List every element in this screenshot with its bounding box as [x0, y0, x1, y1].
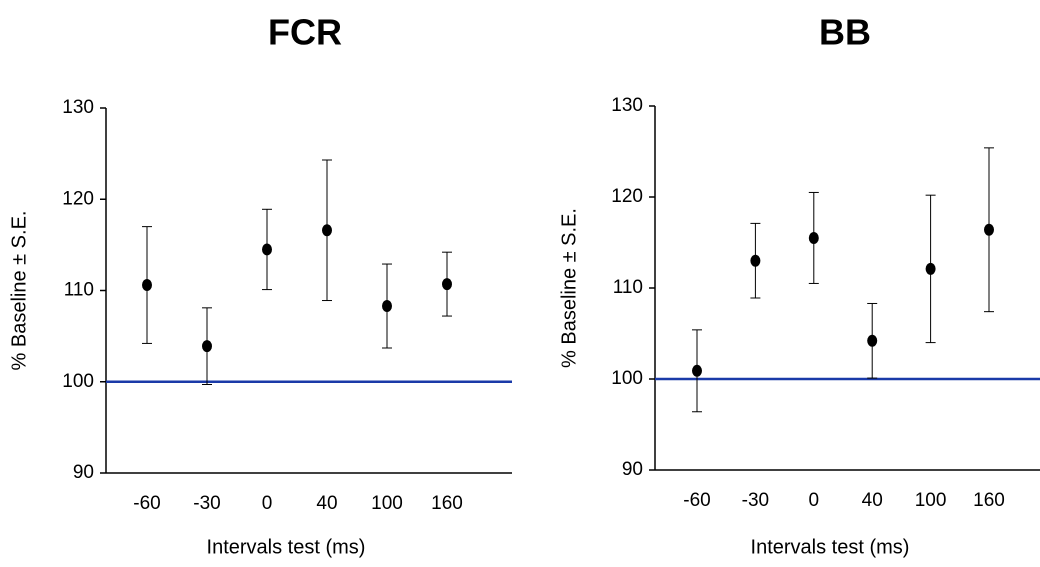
point [750, 254, 761, 267]
x-tick-label: 100 [915, 490, 947, 511]
x-tick-label: -30 [742, 490, 769, 511]
y-axis-label: % Baseline ± S.E. [8, 211, 30, 371]
y-tick-label: 90 [73, 462, 94, 483]
x-axis-label: Intervals test (ms) [207, 536, 366, 558]
chart-title: BB [819, 12, 871, 53]
x-tick-label: 0 [809, 490, 820, 511]
point [925, 262, 936, 275]
point [867, 334, 878, 347]
y-tick-label: 120 [611, 186, 643, 207]
point [202, 340, 212, 353]
y-tick-label: 100 [62, 371, 94, 392]
panel: FCR Intervals test (ms) % Baseline ± S.E. 9… [8, 12, 512, 558]
x-tick-label: 100 [371, 493, 403, 514]
panel: BB Intervals test (ms) % Baseline ± S.E. 90… [558, 12, 1040, 558]
x-tick-label: 160 [431, 493, 463, 514]
y-tick-label: 130 [62, 97, 94, 118]
x-tick-label: 40 [862, 490, 883, 511]
x-tick-label: -60 [133, 493, 160, 514]
y-tick-label: 110 [613, 277, 643, 298]
x-tick-label: 0 [262, 493, 273, 514]
x-tick-label: 160 [973, 490, 1005, 511]
y-tick-label: 130 [611, 95, 643, 116]
chart-title: FCR [268, 12, 342, 53]
y-axis-label: % Baseline ± S.E. [558, 208, 580, 368]
point [382, 300, 392, 313]
y-tick-label: 110 [64, 280, 94, 301]
x-tick-label: 40 [316, 493, 337, 514]
point [322, 224, 332, 237]
point [142, 279, 152, 292]
x-axis-label: Intervals test (ms) [751, 536, 910, 558]
point [692, 364, 702, 377]
point [262, 243, 272, 256]
x-tick-label: -60 [683, 490, 710, 511]
y-tick-label: 100 [611, 368, 643, 389]
x-tick-label: -30 [193, 493, 220, 514]
y-tick-label: 90 [622, 459, 643, 480]
point [808, 231, 819, 244]
point [442, 278, 452, 291]
point [984, 223, 994, 236]
y-tick-label: 120 [62, 188, 94, 209]
